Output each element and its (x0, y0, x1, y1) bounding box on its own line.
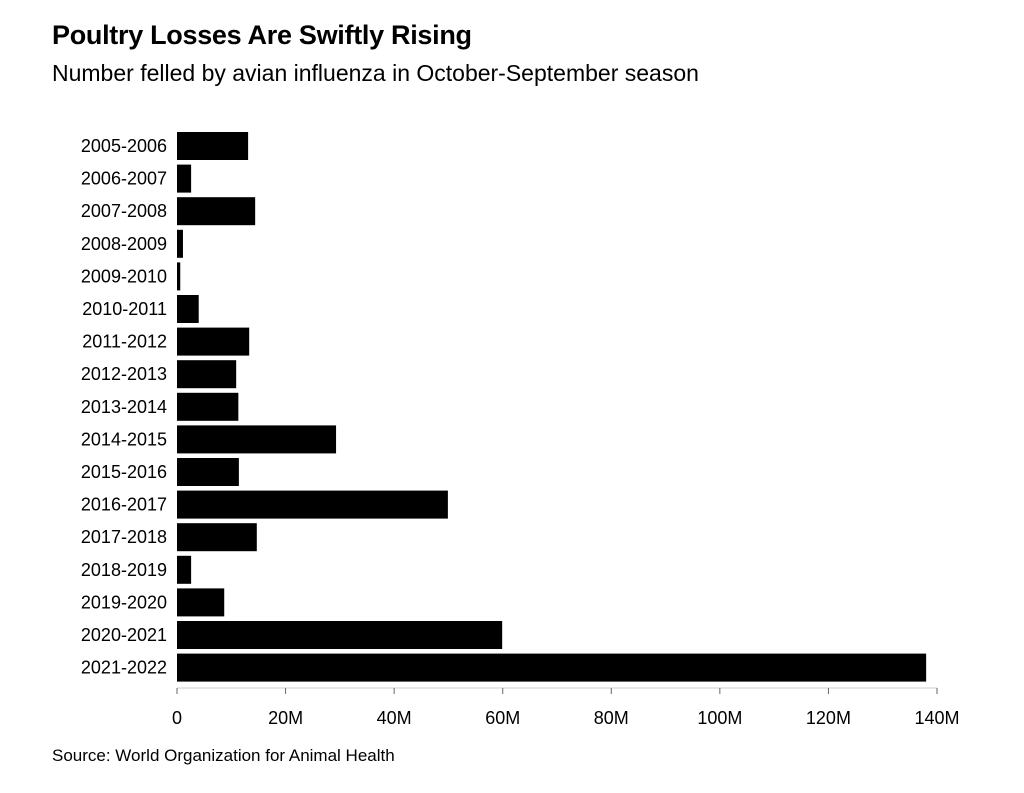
category-label: 2017-2018 (81, 527, 167, 547)
category-label: 2010-2011 (82, 299, 167, 319)
bar-2018-2019 (177, 555, 192, 584)
chart-subtitle: Number felled by avian influenza in Octo… (52, 60, 699, 86)
category-label: 2018-2019 (81, 560, 167, 580)
category-label: 2008-2009 (81, 234, 167, 254)
bar-2006-2007 (177, 164, 192, 193)
bar-2011-2012 (177, 327, 250, 356)
bar-2020-2021 (177, 621, 503, 649)
category-label: 2015-2016 (81, 462, 167, 482)
bar-2021-2022 (177, 653, 927, 682)
bar-2008-2009 (177, 229, 183, 258)
bar-2007-2008 (177, 197, 256, 226)
x-tick-label: 20M (268, 708, 303, 728)
bar-2016-2017 (177, 490, 448, 519)
category-label: 2012-2013 (81, 364, 167, 384)
bar-2010-2011 (177, 295, 199, 323)
category-label: 2020-2021 (81, 625, 167, 645)
bar-2019-2020 (177, 588, 225, 617)
category-label: 2011-2012 (82, 332, 167, 352)
category-label: 2009-2010 (81, 266, 167, 286)
chart-title: Poultry Losses Are Swiftly Rising (52, 20, 472, 50)
source-note: Source: World Organization for Animal He… (52, 746, 395, 765)
x-tick-label: 120M (806, 708, 851, 728)
category-label: 2006-2007 (81, 169, 167, 189)
bar-2013-2014 (177, 392, 239, 421)
x-tick-label: 140M (914, 708, 959, 728)
bar-2014-2015 (177, 425, 337, 454)
bar-2015-2016 (177, 458, 239, 486)
bar-2005-2006 (177, 132, 249, 160)
x-tick-label: 100M (697, 708, 742, 728)
category-label: 2007-2008 (81, 201, 167, 221)
bar-2012-2013 (177, 360, 237, 389)
bar-2017-2018 (177, 523, 257, 552)
category-label: 2016-2017 (81, 495, 167, 515)
x-tick-label: 0 (172, 708, 182, 728)
category-label: 2013-2014 (81, 397, 167, 417)
bar-2009-2010 (177, 262, 181, 291)
category-label: 2019-2020 (81, 592, 167, 612)
x-tick-label: 40M (377, 708, 412, 728)
category-label: 2014-2015 (81, 429, 167, 449)
category-label: 2005-2006 (81, 136, 167, 156)
category-label: 2021-2022 (81, 658, 167, 678)
x-tick-label: 80M (594, 708, 629, 728)
x-tick-label: 60M (485, 708, 520, 728)
